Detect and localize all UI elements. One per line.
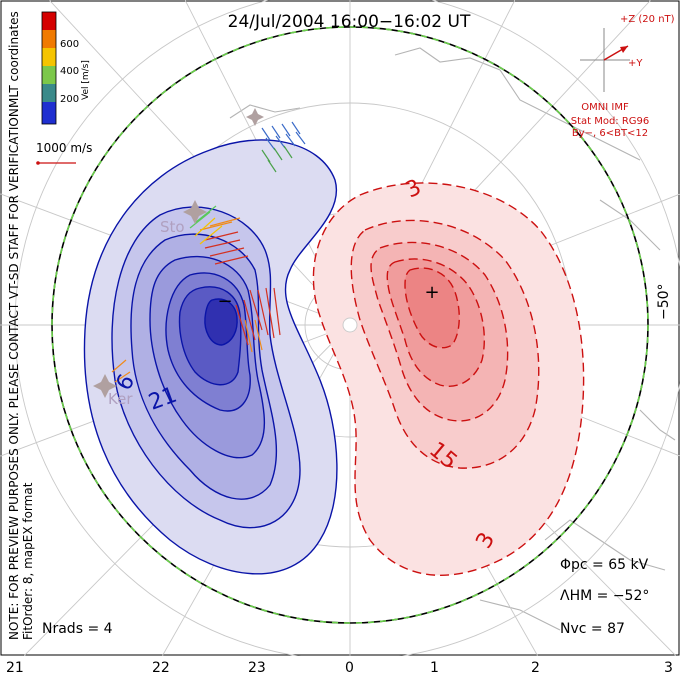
coastlines	[229, 47, 676, 631]
radar-label-sto: Sto	[160, 218, 185, 236]
fit-order-note: FitOrder: 8, mapEX format	[21, 482, 35, 640]
positive-potential-maximum-marker: +	[424, 282, 439, 303]
mlt-label-3: 3	[664, 660, 673, 674]
coordinate-system-label: MLT coordinates	[7, 11, 21, 108]
colorbar-label: Vel [m/s]	[81, 60, 91, 100]
pole-marker	[342, 317, 358, 333]
velocity-colorbar	[41, 11, 57, 125]
negative-potential-minimum-marker: −	[217, 291, 232, 312]
imf-z-label: +Z (20 nT)	[620, 14, 675, 25]
imf-source-label: OMNI IMF	[581, 102, 629, 113]
mlt-label-2: 2	[531, 660, 540, 674]
radar-count: Nrads = 4	[42, 621, 113, 637]
mlt-label-0: 0	[345, 660, 354, 674]
colorbar-tick-400: 400	[60, 66, 79, 77]
mlt-label-21: 21	[6, 660, 24, 674]
velocity-vectors	[111, 121, 306, 383]
radar-site-marker	[93, 374, 117, 398]
vector-count: Nvc = 87	[560, 621, 625, 637]
hm-boundary-dashed	[51, 26, 649, 624]
cross-polar-potential: Φpc = 65 kV	[560, 557, 649, 573]
latitude-label: −50°	[656, 283, 672, 320]
radar-label-ker: Ker	[108, 390, 133, 408]
imf-model-label: Stat Mod: RG96	[571, 116, 650, 127]
colorbar-tick-600: 600	[60, 39, 79, 50]
imf-clock-dial	[580, 28, 630, 92]
radar-sites	[93, 108, 264, 398]
colorbar-tick-200: 200	[60, 94, 79, 105]
radar-site-marker	[246, 108, 264, 126]
hm-latitude: ΛHM = −52°	[560, 588, 649, 604]
plot-title: 24/Jul/2004 16:00−16:02 UT	[228, 12, 471, 32]
mlt-label-1: 1	[430, 660, 439, 674]
imf-y-label: +Y	[628, 58, 643, 69]
imf-condition-label: By−, 6<BT<12	[572, 128, 648, 139]
velocity-scale-dot	[36, 161, 40, 165]
mlt-label-23: 23	[248, 660, 266, 674]
preview-note: NOTE: FOR PREVIEW PURPOSES ONLY. PLEASE …	[7, 104, 21, 640]
negative-potential-cell: −	[83, 139, 338, 575]
radar-site-marker	[183, 200, 207, 224]
positive-potential-cell: +	[312, 182, 585, 576]
velocity-scale-label: 1000 m/s	[36, 141, 92, 155]
mlt-label-22: 22	[152, 660, 170, 674]
